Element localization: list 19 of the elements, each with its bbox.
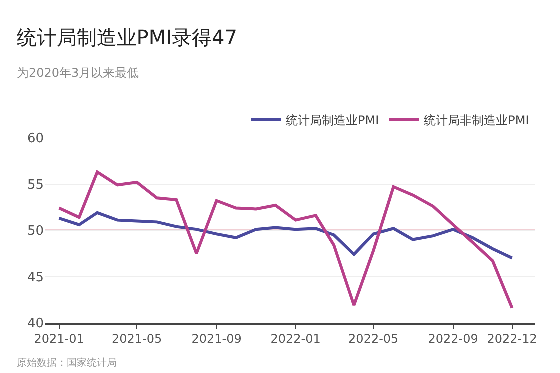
x-tick-label: 2022-09 [428, 332, 478, 346]
x-tick-label: 2021-09 [192, 332, 242, 346]
y-tick-label: 45 [27, 270, 44, 286]
text: 原始数据：国家统计局 [17, 357, 117, 369]
line-series [58, 170, 514, 310]
y-tick-label: 40 [27, 316, 44, 332]
chart-subtitle: 为2020年3月以来最低 [17, 66, 140, 80]
line-series [58, 211, 514, 260]
x-tick-label: 2022-12 [487, 332, 538, 346]
y-tick-label: 60 [27, 132, 44, 147]
y-tick-label: 50 [27, 224, 44, 240]
legend-label: 统计局制造业PMI [286, 113, 380, 128]
x-tick-label: 2022-05 [348, 332, 399, 346]
x-tick-label: 2021-01 [34, 332, 84, 346]
legend-label: 统计局非制造业PMI [424, 113, 530, 128]
x-tick-label: 2022-01 [270, 332, 321, 346]
y-tick-label: 55 [27, 178, 44, 193]
x-tick-label: 2021-05 [112, 332, 162, 346]
chart-title: 统计局制造业PMI录得47 [16, 25, 238, 50]
